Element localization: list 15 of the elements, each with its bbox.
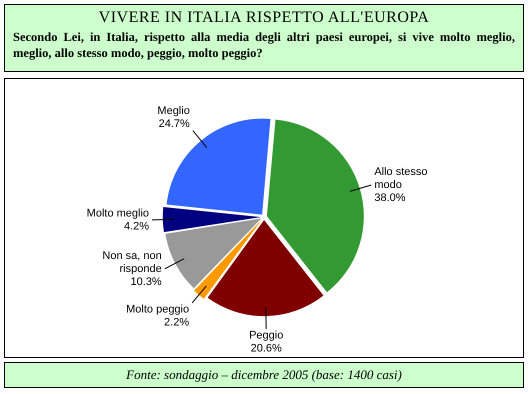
slice-label: Allo stesso modo (374, 166, 428, 192)
chart-subtitle: Secondo Lei, in Italia, rispetto alla media degli altri paesi europei, si vive molto meglio, meglio, allo stesso modo, peggio, molto peggio? (13, 29, 515, 61)
slice-label: Molto peggio (126, 303, 190, 316)
source-note: Fonte: sondaggio – dicembre 2005 (base: 1400 casi) (4, 362, 524, 388)
data-label: 2.2% (164, 316, 190, 328)
slice-label: Non sa, non risponde (102, 250, 162, 275)
data-label: 24.7% (158, 118, 190, 130)
data-label: 4.2% (124, 220, 150, 232)
data-label: 20.6% (250, 342, 282, 355)
slice-label: Meglio (157, 105, 190, 118)
slice-label: Peggio (249, 330, 284, 342)
chart-title: VIVERE IN ITALIA RISPETTO ALL'EUROPA (98, 9, 430, 27)
data-label: 10.3% (130, 276, 162, 288)
data-label: 38.0% (374, 192, 406, 204)
slice-label: Molto meglio (86, 207, 150, 220)
